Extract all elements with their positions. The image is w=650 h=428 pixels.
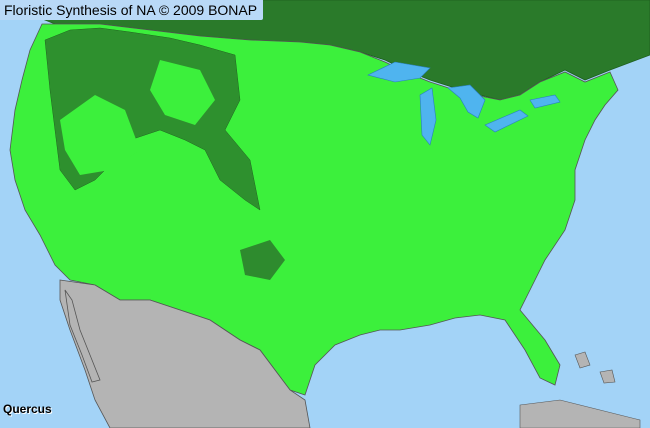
mexico-region	[59, 279, 311, 428]
caribbean-islands	[519, 351, 641, 428]
taxon-label: Quercus	[3, 402, 52, 416]
map-title: Floristic Synthesis of NA © 2009 BONAP	[0, 0, 264, 20]
great-lakes	[367, 61, 561, 146]
united-states-region	[9, 23, 619, 396]
